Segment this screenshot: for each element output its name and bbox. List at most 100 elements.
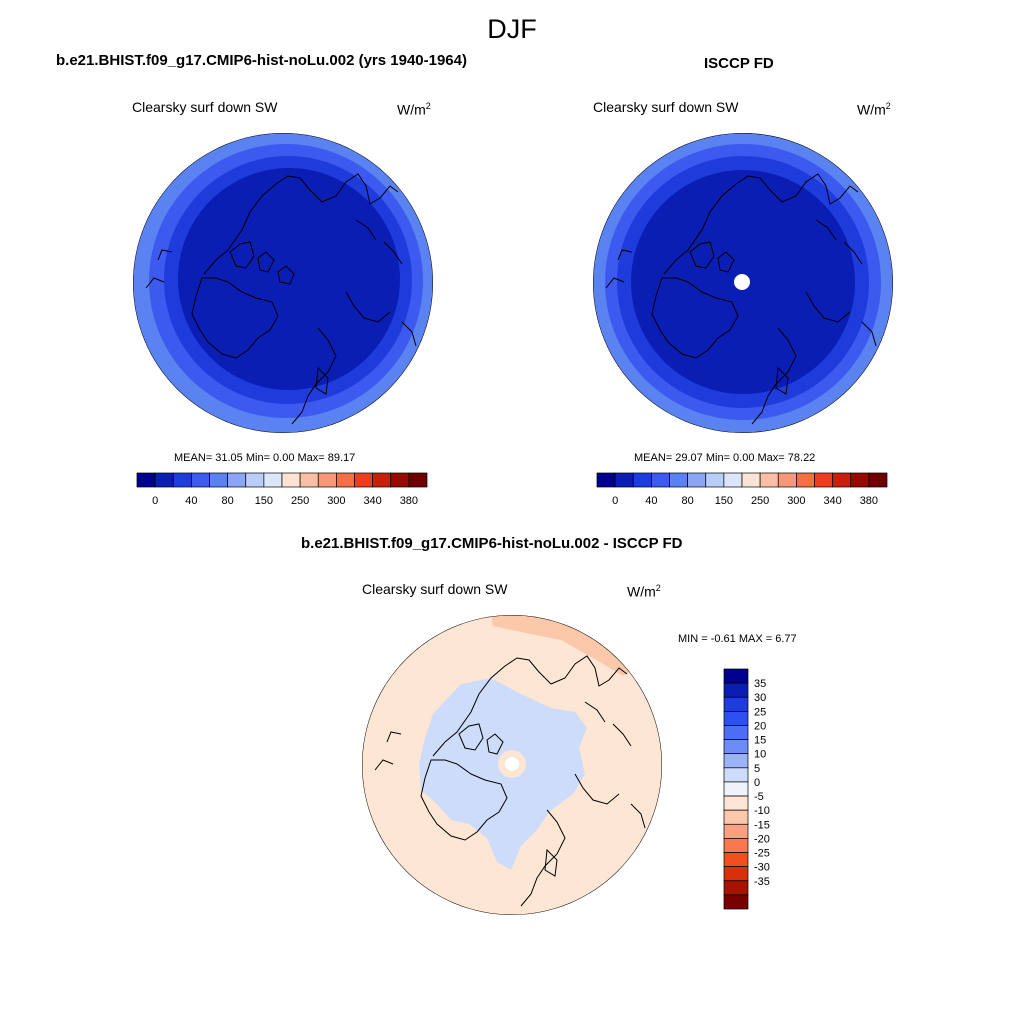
figure-title: DJF — [487, 14, 537, 44]
diff-colorbar-tick-label: 25 — [754, 706, 766, 718]
left-colorbar-swatch — [191, 472, 210, 488]
diff-colorbar-swatch — [723, 809, 749, 825]
right-colorbar-swatch — [687, 472, 707, 488]
left-stats: MEAN= 31.05 Min= 0.00 Max= 89.17 — [174, 452, 356, 464]
diff-colorbar-tick-label: 20 — [754, 720, 766, 732]
diff-colorbar-tick-label: 15 — [754, 735, 766, 747]
diff-colorbar-swatch — [723, 852, 749, 867]
left-colorbar-tick-label: 0 — [152, 495, 158, 507]
left-colorbar-tick-label: 40 — [185, 495, 197, 507]
diff-colorbar-swatch — [723, 682, 749, 698]
right-coastlines — [605, 173, 877, 425]
right-colorbar-swatch — [723, 472, 743, 488]
diff-colorbar-swatch — [723, 767, 749, 783]
left-colorbar-swatch — [263, 472, 283, 488]
left-colorbar-swatch — [336, 472, 355, 488]
right-colorbar-tick-label: 150 — [715, 495, 733, 507]
right-polar-map — [593, 133, 893, 433]
diff-colorbar-tick-label: -35 — [754, 876, 770, 888]
diff-polar-map — [362, 615, 662, 915]
right-colorbar-swatch — [832, 472, 852, 488]
diff-panel-title: b.e21.BHIST.f09_g17.CMIP6-hist-noLu.002 … — [301, 535, 683, 552]
diff-colorbar-tick-label: -25 — [754, 848, 770, 860]
diff-colorbar-swatch — [723, 696, 749, 712]
left-coastlines — [145, 173, 417, 425]
left-polar-map — [133, 133, 433, 433]
left-units: W/m2 — [397, 101, 431, 118]
left-colorbar-tick-label: 250 — [291, 495, 309, 507]
right-colorbar-tick-label: 380 — [860, 495, 878, 507]
left-colorbar-swatch — [154, 472, 174, 488]
diff-colorbar-swatch — [723, 795, 749, 811]
diff-stats: MIN = -0.61 MAX = 6.77 — [678, 633, 797, 645]
diff-colorbar-swatch — [723, 725, 749, 740]
left-colorbar-swatch — [390, 472, 410, 488]
diff-units: W/m2 — [627, 583, 661, 600]
diff-colorbar-swatch — [723, 823, 749, 839]
left-colorbar-swatch — [245, 472, 265, 488]
diff-colorbar-tick-label: 0 — [754, 777, 760, 789]
left-colorbar-tick-label: 340 — [363, 495, 381, 507]
right-colorbar-swatch — [796, 472, 815, 488]
diff-colorbar-tick-label: 10 — [754, 749, 766, 761]
right-colorbar-swatch — [651, 472, 670, 488]
right-colorbar-tick-label: 40 — [645, 495, 657, 507]
diff-colorbar-tick-label: -20 — [754, 833, 770, 845]
diff-pole-hole — [505, 757, 519, 771]
diff-coastlines — [374, 655, 646, 907]
left-colorbar-swatch — [408, 472, 428, 488]
diff-colorbar-tick-label: -30 — [754, 862, 770, 874]
left-colorbar-swatch — [172, 472, 192, 488]
diff-colorbar-swatch — [723, 668, 749, 684]
right-colorbar-tick-label: 0 — [612, 495, 618, 507]
left-colorbar-swatch — [317, 472, 337, 488]
left-colorbar-tick-label: 300 — [327, 495, 345, 507]
left-colorbar-tick-label: 150 — [255, 495, 273, 507]
left-colorbar-tick-label: 380 — [400, 495, 418, 507]
diff-colorbar-tick-label: -10 — [754, 805, 770, 817]
left-colorbar-swatch — [299, 472, 319, 488]
diff-colorbar: 35 30 25 20 15 10 5 0 -5 -10 -15 -20 -25 -30 -35 — [723, 668, 770, 910]
diff-colorbar-swatch — [723, 838, 749, 853]
diff-colorbar-swatch — [723, 781, 749, 797]
left-colorbar-tick-label: 80 — [222, 495, 234, 507]
diff-colorbar-tick-label: 5 — [754, 763, 760, 775]
diff-colorbar-tick-label: 35 — [754, 678, 766, 690]
right-pole-hole — [734, 274, 750, 290]
left-colorbar-swatch — [227, 472, 247, 488]
left-colorbar-swatch — [372, 472, 392, 488]
right-colorbar-swatch — [669, 472, 688, 488]
right-stats: MEAN= 29.07 Min= 0.00 Max= 78.22 — [634, 452, 816, 464]
left-band-1 — [178, 168, 400, 390]
right-colorbar-swatch — [868, 472, 888, 488]
diff-colorbar-swatch — [723, 739, 749, 755]
left-colorbar-swatch — [136, 472, 156, 488]
diff-colorbar-tick-label: -15 — [754, 819, 770, 831]
diff-colorbar-swatch — [723, 894, 749, 910]
left-field-label: Clearsky surf down SW — [132, 99, 278, 115]
right-colorbar: 0 40 80 150 250 300 340 380 — [596, 472, 888, 507]
right-colorbar-tick-label: 250 — [751, 495, 769, 507]
left-colorbar-swatch — [209, 472, 228, 488]
right-colorbar-tick-label: 340 — [823, 495, 841, 507]
right-colorbar-tick-label: 300 — [787, 495, 805, 507]
right-colorbar-swatch — [777, 472, 797, 488]
left-colorbar-swatch — [354, 472, 373, 488]
diff-colorbar-tick-label: 30 — [754, 692, 766, 704]
left-panel-title: b.e21.BHIST.f09_g17.CMIP6-hist-noLu.002 … — [56, 52, 467, 69]
right-colorbar-swatch — [850, 472, 870, 488]
right-colorbar-swatch — [759, 472, 779, 488]
right-colorbar-swatch — [705, 472, 725, 488]
right-colorbar-swatch — [632, 472, 652, 488]
left-colorbar-swatch — [281, 472, 301, 488]
diff-field-label: Clearsky surf down SW — [362, 581, 508, 597]
diff-colorbar-swatch — [723, 711, 749, 726]
left-colorbar: 0 40 80 150 250 300 340 380 — [136, 472, 428, 507]
right-colorbar-swatch — [596, 472, 616, 488]
right-colorbar-tick-label: 80 — [682, 495, 694, 507]
right-colorbar-swatch — [614, 472, 634, 488]
diff-colorbar-swatch — [723, 880, 749, 896]
right-panel-title: ISCCP FD — [704, 55, 774, 72]
diff-colorbar-swatch — [723, 866, 749, 882]
diff-colorbar-tick-label: -5 — [754, 791, 764, 803]
